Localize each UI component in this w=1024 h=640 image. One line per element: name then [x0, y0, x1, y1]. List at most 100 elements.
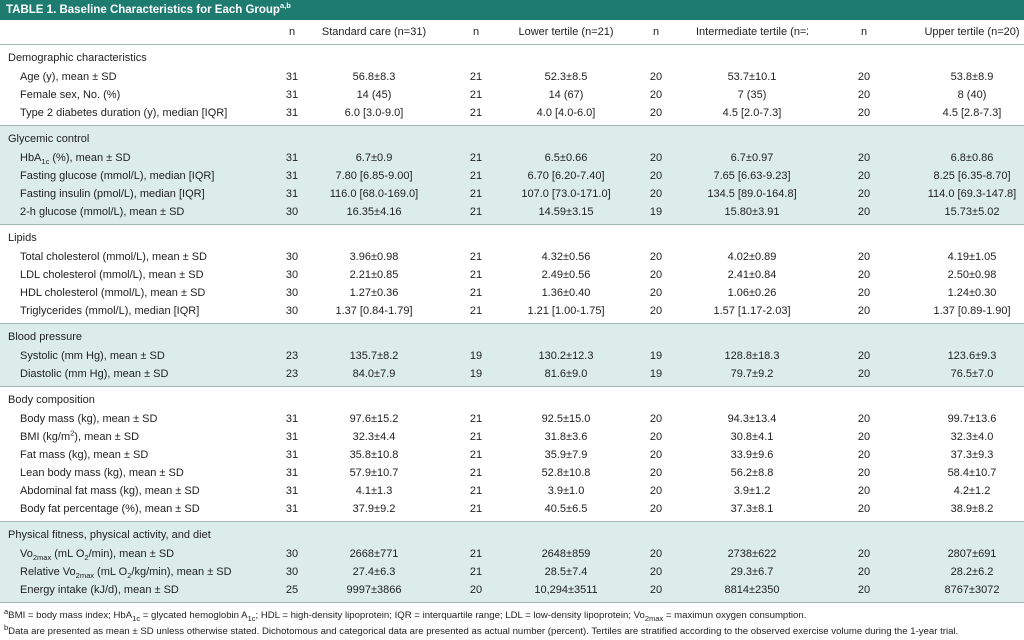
n-cell: 20	[857, 89, 871, 101]
row-label: Diastolic (mm Hg), mean ± SD	[20, 368, 169, 380]
section-row: Physical fitness, physical activity, and…	[0, 522, 1024, 546]
n-cell: 20	[857, 251, 871, 263]
value-cell: 32.3±4.0	[950, 431, 994, 443]
header-cell: n	[436, 20, 516, 45]
value-cell: 2668±771	[349, 548, 399, 560]
value-cell: 16.35±4.16	[346, 206, 402, 218]
row-label: 2-h glucose (mmol/L), mean ± SD	[20, 206, 185, 218]
section-row: Demographic characteristics	[0, 45, 1024, 69]
n-cell: 20	[649, 485, 663, 497]
n-cell: 21	[469, 548, 483, 560]
section-name: Blood pressure	[8, 330, 82, 343]
row: Fasting insulin (pmol/L), median [IQR] 31…	[0, 185, 1024, 203]
n-cell: 30	[285, 566, 299, 578]
subscript: 2	[84, 553, 89, 563]
section: Demographic characteristics Age (y), mean…	[0, 45, 1024, 126]
n-cell: 20	[649, 305, 663, 317]
text: BMI (kg/m	[20, 431, 71, 443]
row-label: Female sex, No. (%)	[20, 89, 121, 101]
n-cell: 21	[469, 170, 483, 182]
value-cell: 53.7±10.1	[727, 71, 777, 83]
n-cell: 20	[857, 485, 871, 497]
superscript: 2	[70, 428, 75, 438]
n-cell: 20	[649, 449, 663, 461]
row: Systolic (mm Hg), mean ± SD 23 135.7±8.2 19…	[0, 347, 1024, 365]
row: LDL cholesterol (mmol/L), mean ± SD 30 2.2…	[0, 266, 1024, 284]
row-label: Vo2max (mL O2/min), mean ± SD	[0, 545, 272, 563]
row: Fasting glucose (mmol/L), median [IQR] 31…	[0, 167, 1024, 185]
n-cell: 21	[469, 188, 483, 200]
table: n Standard care (n=31) n Lower tertile (n=2…	[0, 20, 1024, 603]
n-cell: 19	[649, 368, 663, 380]
value-cell: 97.6±15.2	[349, 413, 399, 425]
value-cell: 2.49±0.56	[541, 269, 591, 281]
n-cell: 21	[469, 89, 483, 101]
row-label: LDL cholesterol (mmol/L), mean ± SD	[20, 269, 204, 281]
text: = glycated hemoglobin A	[140, 610, 248, 621]
header-row: n Standard care (n=31) n Lower tertile (n=2…	[0, 20, 1024, 45]
n-cell: 20	[857, 170, 871, 182]
value-cell: 14.59±3.15	[538, 206, 594, 218]
n-cell: 20	[649, 431, 663, 443]
n-cell: 20	[857, 548, 871, 560]
n-cell: 20	[857, 152, 871, 164]
section-row: Glycemic control	[0, 126, 1024, 150]
value-cell: 1.57 [1.17-2.03]	[713, 305, 791, 317]
n-cell: 20	[857, 350, 871, 362]
row-label: Type 2 diabetes duration (y), median [IQ…	[20, 107, 228, 119]
n-cell: 20	[857, 206, 871, 218]
row-label: Body mass (kg), mean ± SD	[20, 413, 158, 425]
value-cell: 4.0 [4.0-6.0]	[536, 107, 596, 119]
text: Relative Vo	[20, 566, 76, 578]
row-label: Age (y), mean ± SD	[20, 71, 117, 83]
text: BMI = body mass index; HbA	[8, 610, 133, 621]
row: HDL cholesterol (mmol/L), mean ± SD 30 1.2…	[0, 284, 1024, 302]
row: Body fat percentage (%), mean ± SD 31 37.9…	[0, 500, 1024, 518]
row: Abdominal fat mass (kg), mean ± SD 31 4.1±…	[0, 482, 1024, 500]
n-cell: 21	[469, 251, 483, 263]
row-label: Total cholesterol (mmol/L), mean ± SD	[20, 251, 207, 263]
n-cell: 20	[649, 107, 663, 119]
n-cell: 20	[649, 467, 663, 479]
row-label: Abdominal fat mass (kg), mean ± SD	[20, 485, 200, 497]
header-cell: n	[616, 20, 696, 45]
text: = maximun oxygen consumption.	[663, 610, 807, 621]
n-cell: 20	[857, 269, 871, 281]
n-cell: 20	[857, 413, 871, 425]
n-cell: 23	[285, 368, 299, 380]
value-cell: 1.06±0.26	[727, 287, 777, 299]
footnote: bData are presented as mean ± SD unless …	[4, 624, 1024, 640]
n-cell: 21	[469, 503, 483, 515]
n-cell: 20	[857, 431, 871, 443]
n-cell: 20	[649, 566, 663, 578]
value-cell: 4.1±1.3	[355, 485, 393, 497]
section-name: Lipids	[8, 231, 37, 244]
value-cell: 30.8±4.1	[730, 431, 774, 443]
value-cell: 38.9±8.2	[950, 503, 994, 515]
value-cell: 8 (40)	[957, 89, 987, 101]
section-name: Physical fitness, physical activity, and…	[8, 528, 211, 541]
value-cell: 1.37 [0.89-1.90]	[933, 305, 1011, 317]
section: Body composition Body mass (kg), mean ± S…	[0, 387, 1024, 522]
value-cell: 135.7±8.2	[349, 350, 399, 362]
value-cell: 35.8±10.8	[349, 449, 399, 461]
header-cell: n	[272, 20, 312, 45]
text: /min), mean ± SD	[88, 548, 175, 560]
text: ), mean ± SD	[74, 431, 140, 443]
value-cell: 9997±3866	[346, 584, 402, 596]
value-cell: 4.5 [2.8-7.3]	[942, 107, 1002, 119]
n-cell: 20	[649, 71, 663, 83]
subscript: 2	[127, 571, 132, 581]
value-cell: 2.21±0.85	[349, 269, 399, 281]
value-cell: 2.41±0.84	[727, 269, 777, 281]
section: Glycemic control HbA1c (%), mean ± SD 31 6.…	[0, 125, 1024, 225]
value-cell: 10,294±3511	[534, 584, 598, 596]
value-cell: 28.5±7.4	[544, 566, 588, 578]
value-cell: 107.0 [73.0-171.0]	[521, 188, 611, 200]
subscript: 1c	[41, 157, 50, 167]
n-cell: 21	[469, 413, 483, 425]
section-name: Glycemic control	[8, 132, 90, 145]
value-cell: 6.8±0.86	[950, 152, 994, 164]
n-cell: 31	[285, 431, 299, 443]
row: Female sex, No. (%) 31 14 (45) 21 14 (67) 20 7…	[0, 86, 1024, 104]
